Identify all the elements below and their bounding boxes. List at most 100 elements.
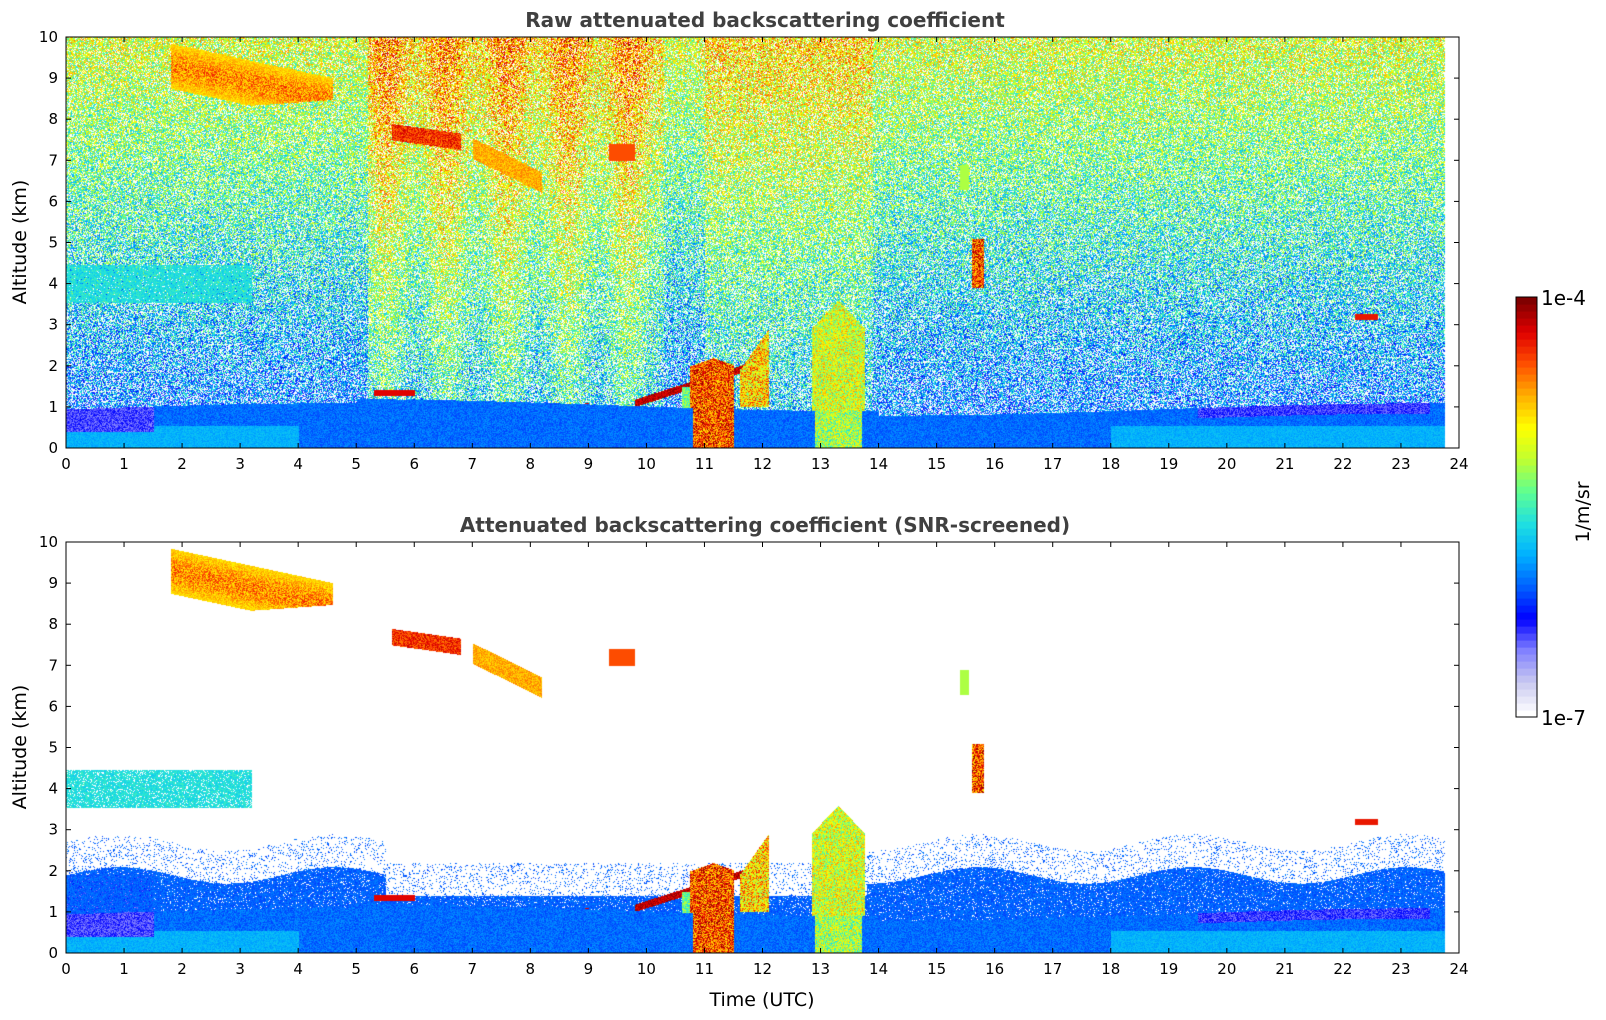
x-tick-label: 10 xyxy=(637,455,656,473)
x-tick-label: 13 xyxy=(811,960,830,978)
colorbar-step xyxy=(1516,605,1537,613)
panel-raw-title: Raw attenuated backscattering coefficien… xyxy=(525,8,1005,32)
colorbar-step xyxy=(1516,584,1537,592)
x-tick-label: 18 xyxy=(1101,455,1120,473)
colorbar-step xyxy=(1516,479,1537,487)
panel-screened-yticks: 0 1 2 3 4 5 6 7 8 9 10 xyxy=(39,533,1459,962)
x-tick-label: 22 xyxy=(1333,960,1352,978)
colorbar-step xyxy=(1516,577,1537,585)
x-tick-label: 8 xyxy=(526,455,536,473)
x-tick-label: 23 xyxy=(1391,960,1410,978)
y-tick-label: 7 xyxy=(48,656,58,674)
panel-screened: Attenuated backscattering coefficient (S… xyxy=(9,513,1469,1011)
y-tick-label: 6 xyxy=(48,697,58,715)
x-tick-label: 7 xyxy=(468,455,478,473)
y-tick-label: 9 xyxy=(48,574,58,592)
panel-raw-heatmap xyxy=(66,37,1451,448)
x-tick-label: 17 xyxy=(1043,960,1062,978)
x-tick-label: 8 xyxy=(526,960,536,978)
colorbar-step xyxy=(1516,395,1537,403)
colorbar-step xyxy=(1516,500,1537,508)
y-tick-label: 10 xyxy=(39,28,58,46)
y-tick-label: 2 xyxy=(48,357,58,375)
colorbar-step xyxy=(1516,353,1537,361)
panel-screened-ylabel: Altitude (km) xyxy=(9,685,31,810)
colorbar-step xyxy=(1516,437,1537,445)
x-tick-label: 5 xyxy=(351,960,361,978)
x-tick-label: 22 xyxy=(1333,455,1352,473)
colorbar-step xyxy=(1516,535,1537,543)
y-tick-label: 1 xyxy=(48,903,58,921)
colorbar-step xyxy=(1516,465,1537,473)
x-tick-label: 16 xyxy=(985,960,1004,978)
x-tick-label: 16 xyxy=(985,455,1004,473)
x-tick-label: 6 xyxy=(409,960,419,978)
x-tick-label: 2 xyxy=(177,455,187,473)
x-tick-label: 2 xyxy=(177,960,187,978)
x-tick-label: 18 xyxy=(1101,960,1120,978)
x-tick-label: 20 xyxy=(1217,960,1236,978)
x-tick-label: 23 xyxy=(1391,455,1410,473)
colorbar-step xyxy=(1516,528,1537,536)
y-tick-label: 3 xyxy=(48,821,58,839)
colorbar-step xyxy=(1516,682,1537,690)
x-tick-label: 19 xyxy=(1159,960,1178,978)
x-tick-label: 21 xyxy=(1275,960,1294,978)
x-tick-label: 9 xyxy=(584,455,594,473)
y-tick-label: 9 xyxy=(48,69,58,87)
colorbar-step xyxy=(1516,486,1537,494)
panel-raw: Raw attenuated backscattering coefficien… xyxy=(9,8,1469,473)
colorbar-step xyxy=(1516,311,1537,319)
colorbar-step xyxy=(1516,696,1537,704)
y-tick-label: 7 xyxy=(48,151,58,169)
y-tick-label: 6 xyxy=(48,192,58,210)
x-tick-label: 0 xyxy=(61,455,71,473)
panel-raw-xticks: 0 1 2 3 4 5 6 7 8 9 10 11 12 13 14 15 16 17 18 19 20 21 22 23 24 xyxy=(61,37,1469,473)
colorbar-step xyxy=(1516,304,1537,312)
x-tick-label: 5 xyxy=(351,455,361,473)
y-tick-label: 2 xyxy=(48,862,58,880)
colorbar-step xyxy=(1516,472,1537,480)
colorbar-step xyxy=(1516,416,1537,424)
colorbar-step xyxy=(1516,598,1537,606)
colorbar-step xyxy=(1516,318,1537,326)
colorbar-step xyxy=(1516,549,1537,557)
x-tick-label: 14 xyxy=(869,960,888,978)
colorbar-label: 1/m/sr xyxy=(1572,481,1594,542)
x-tick-label: 12 xyxy=(753,455,772,473)
x-tick-label: 14 xyxy=(869,455,888,473)
y-tick-label: 5 xyxy=(48,739,58,757)
colorbar-step xyxy=(1516,675,1537,683)
colorbar-step xyxy=(1516,591,1537,599)
colorbar-step xyxy=(1516,409,1537,417)
colorbar-step xyxy=(1516,360,1537,368)
panel-screened-title: Attenuated backscattering coefficient (S… xyxy=(460,513,1070,537)
colorbar-step xyxy=(1516,388,1537,396)
colorbar-max-label: 1e-4 xyxy=(1541,286,1586,310)
colorbar-step xyxy=(1516,374,1537,382)
colorbar-step xyxy=(1516,430,1537,438)
colorbar-step xyxy=(1516,507,1537,515)
x-tick-label: 20 xyxy=(1217,455,1236,473)
colorbar-step xyxy=(1516,325,1537,333)
panel-screened-xlabel: Time (UTC) xyxy=(708,989,814,1011)
colorbar-step xyxy=(1516,633,1537,641)
colorbar-step xyxy=(1516,668,1537,676)
x-tick-label: 10 xyxy=(637,960,656,978)
colorbar-step xyxy=(1516,542,1537,550)
colorbar-step xyxy=(1516,521,1537,529)
colorbar-step xyxy=(1516,493,1537,501)
x-tick-label: 4 xyxy=(293,455,303,473)
y-tick-label: 10 xyxy=(39,533,58,551)
colorbar-step xyxy=(1516,661,1537,669)
x-tick-label: 15 xyxy=(927,455,946,473)
colorbar-step xyxy=(1516,570,1537,578)
x-tick-label: 11 xyxy=(695,960,714,978)
x-tick-label: 15 xyxy=(927,960,946,978)
colorbar-step xyxy=(1516,640,1537,648)
x-tick-label: 17 xyxy=(1043,455,1062,473)
panel-raw-ylabel: Altitude (km) xyxy=(9,180,31,305)
panel-raw-yticks: 0 1 2 3 4 5 6 7 8 9 10 xyxy=(39,28,1459,457)
colorbar-step xyxy=(1516,381,1537,389)
